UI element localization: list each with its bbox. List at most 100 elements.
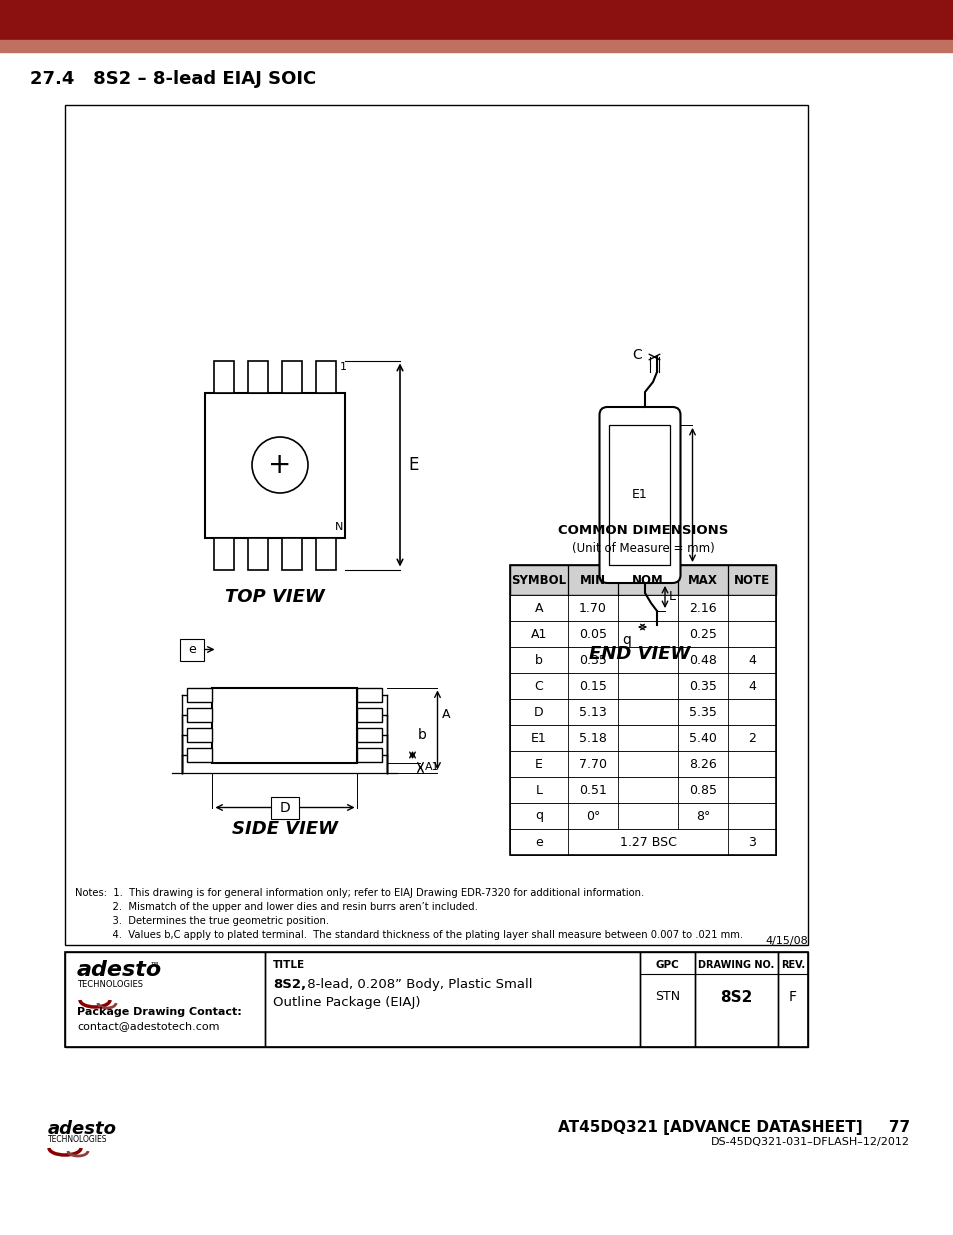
- Text: SYMBOL: SYMBOL: [511, 573, 566, 587]
- Text: 0.05: 0.05: [578, 627, 606, 641]
- Text: D: D: [534, 705, 543, 719]
- Text: L: L: [668, 590, 676, 604]
- Bar: [248, 361, 268, 393]
- Text: 8-lead, 0.208” Body, Plastic Small: 8-lead, 0.208” Body, Plastic Small: [303, 978, 532, 990]
- Bar: [188, 708, 213, 722]
- Text: 4: 4: [747, 653, 755, 667]
- Text: DS-45DQ321-031–DFLASH–12/2012: DS-45DQ321-031–DFLASH–12/2012: [710, 1137, 909, 1147]
- Text: 7.70: 7.70: [578, 757, 606, 771]
- Text: MAX: MAX: [687, 573, 718, 587]
- Text: 8S2: 8S2: [720, 989, 752, 1004]
- Bar: [510, 564, 775, 855]
- Text: 0.35: 0.35: [688, 679, 717, 693]
- Text: TITLE: TITLE: [273, 960, 305, 969]
- Bar: [510, 751, 775, 777]
- Text: NOTE: NOTE: [733, 573, 769, 587]
- Text: 1: 1: [339, 363, 347, 373]
- Text: E: E: [408, 456, 418, 474]
- Text: +: +: [268, 451, 292, 479]
- Text: 27.4   8S2 – 8-lead EIAJ SOIC: 27.4 8S2 – 8-lead EIAJ SOIC: [30, 70, 315, 88]
- Text: Outline Package (EIAJ): Outline Package (EIAJ): [273, 995, 420, 1009]
- Text: D: D: [279, 800, 290, 815]
- Bar: [510, 803, 775, 829]
- Text: 1.27 BSC: 1.27 BSC: [618, 836, 676, 848]
- Bar: [205, 393, 345, 537]
- Bar: [357, 727, 382, 742]
- FancyBboxPatch shape: [180, 638, 204, 661]
- Bar: [510, 621, 775, 647]
- Text: END VIEW: END VIEW: [589, 645, 690, 663]
- Bar: [357, 748, 382, 762]
- Text: TOP VIEW: TOP VIEW: [225, 588, 325, 605]
- Text: MIN: MIN: [579, 573, 605, 587]
- Text: C: C: [631, 348, 641, 362]
- Bar: [510, 777, 775, 803]
- Bar: [282, 361, 302, 393]
- Bar: [510, 829, 775, 855]
- Text: adesto: adesto: [77, 960, 162, 981]
- Text: 3: 3: [747, 836, 755, 848]
- Text: 8°: 8°: [695, 809, 709, 823]
- Text: Notes:  1.  This drawing is for general information only; refer to EIAJ Drawing : Notes: 1. This drawing is for general in…: [75, 888, 643, 898]
- Text: A: A: [535, 601, 542, 615]
- Text: ™: ™: [150, 960, 159, 969]
- Text: 0°: 0°: [585, 809, 599, 823]
- Bar: [265, 952, 639, 1047]
- Text: contact@adestotech.com: contact@adestotech.com: [77, 1021, 219, 1031]
- Text: TECHNOLOGIES: TECHNOLOGIES: [48, 1135, 108, 1144]
- Text: A: A: [441, 709, 450, 721]
- Text: A1: A1: [530, 627, 547, 641]
- Bar: [315, 361, 335, 393]
- Text: NOM: NOM: [632, 573, 663, 587]
- Text: 0.85: 0.85: [688, 783, 717, 797]
- Bar: [0, 40, 953, 52]
- Bar: [282, 537, 302, 569]
- Text: 4.  Values b,C apply to plated terminal.  The standard thickness of the plating : 4. Values b,C apply to plated terminal. …: [75, 930, 742, 940]
- Bar: [510, 699, 775, 725]
- Text: Package Drawing Contact:: Package Drawing Contact:: [77, 1007, 241, 1016]
- Text: A1: A1: [424, 762, 438, 773]
- Text: 2.16: 2.16: [688, 601, 716, 615]
- Text: 4/15/08: 4/15/08: [764, 936, 807, 946]
- Text: GPC: GPC: [655, 960, 679, 969]
- Text: 0.35: 0.35: [578, 653, 606, 667]
- Bar: [510, 564, 775, 595]
- Text: E1: E1: [531, 731, 546, 745]
- Bar: [188, 688, 213, 701]
- Text: TECHNOLOGIES: TECHNOLOGIES: [77, 981, 143, 989]
- Text: DRAWING NO.: DRAWING NO.: [698, 960, 774, 969]
- Bar: [510, 595, 775, 621]
- Text: e: e: [535, 836, 542, 848]
- Bar: [65, 952, 807, 1047]
- Text: 5.40: 5.40: [688, 731, 717, 745]
- Text: AT45DQ321 [ADVANCE DATASHEET]     77: AT45DQ321 [ADVANCE DATASHEET] 77: [558, 1120, 909, 1135]
- Text: 8.26: 8.26: [688, 757, 716, 771]
- Text: 0.48: 0.48: [688, 653, 717, 667]
- FancyBboxPatch shape: [271, 797, 298, 819]
- Bar: [188, 727, 213, 742]
- Text: 0.25: 0.25: [688, 627, 717, 641]
- Bar: [510, 647, 775, 673]
- Bar: [65, 952, 265, 1047]
- Text: 0.51: 0.51: [578, 783, 606, 797]
- Text: N: N: [335, 521, 343, 531]
- Text: 4: 4: [747, 679, 755, 693]
- Text: 2.  Mismatch of the upper and lower dies and resin burrs aren’t included.: 2. Mismatch of the upper and lower dies …: [75, 902, 477, 911]
- Text: 5.18: 5.18: [578, 731, 606, 745]
- Text: 1.70: 1.70: [578, 601, 606, 615]
- Text: 5.13: 5.13: [578, 705, 606, 719]
- Bar: [213, 688, 357, 762]
- Bar: [609, 425, 670, 564]
- Text: L: L: [535, 783, 542, 797]
- Bar: [65, 105, 807, 945]
- Bar: [213, 361, 233, 393]
- Bar: [188, 748, 213, 762]
- Text: 2: 2: [747, 731, 755, 745]
- Text: 3.  Determines the true geometric position.: 3. Determines the true geometric positio…: [75, 916, 329, 926]
- Text: STN: STN: [655, 990, 679, 1004]
- Text: C: C: [534, 679, 543, 693]
- Text: (Unit of Measure = mm): (Unit of Measure = mm): [571, 542, 714, 555]
- Text: SIDE VIEW: SIDE VIEW: [232, 820, 337, 839]
- Text: 5.35: 5.35: [688, 705, 717, 719]
- Text: 0.15: 0.15: [578, 679, 606, 693]
